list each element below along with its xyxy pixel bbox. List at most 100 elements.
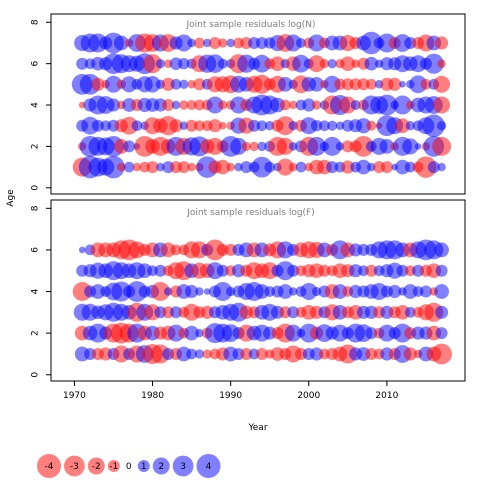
residual-bubble	[216, 264, 229, 277]
residual-bubble	[91, 119, 104, 132]
residual-bubble	[179, 121, 189, 130]
residual-bubble	[403, 347, 417, 361]
residual-bubble	[435, 36, 449, 50]
residual-bubble	[319, 120, 330, 132]
residual-bubble	[308, 55, 326, 73]
legend-label: 3	[180, 462, 186, 472]
residual-bubble	[167, 324, 185, 342]
residual-bubble	[311, 100, 322, 110]
residual-bubble	[184, 325, 199, 341]
residual-bubble	[402, 284, 418, 299]
residual-bubble	[206, 96, 224, 114]
residual-bubble	[295, 161, 307, 173]
legend-label: 2	[158, 462, 164, 472]
residual-bubble	[307, 136, 327, 156]
residual-bubble	[150, 282, 170, 301]
residual-bubble	[318, 264, 331, 277]
residual-bubble	[420, 78, 432, 90]
residual-bubble	[340, 56, 356, 72]
legend-bubble	[87, 457, 105, 475]
x-tick-label: 1990	[219, 391, 242, 401]
residual-bubble	[202, 38, 212, 48]
residual-bubble	[78, 246, 86, 254]
residual-bubble	[178, 58, 190, 70]
residual-bubble	[249, 141, 259, 152]
residual-bubble	[335, 121, 345, 130]
residual-bubble	[195, 287, 204, 296]
residual-bubble	[160, 242, 176, 258]
residual-bubble	[132, 162, 142, 172]
residual-bubble	[186, 348, 197, 360]
residual-bubble	[433, 75, 451, 93]
residual-bubble	[257, 141, 267, 152]
residual-bubble	[365, 264, 378, 277]
residual-bubble	[170, 306, 182, 319]
legend-bubble	[152, 457, 170, 475]
residual-bubble	[355, 118, 372, 134]
residual-bubble	[179, 100, 189, 110]
size-legend: -4 -3 -2 -1 0 1 2 3 4	[37, 454, 221, 478]
residual-bubble	[309, 76, 324, 92]
y-tick-label: 6	[31, 61, 41, 67]
residual-bubble	[106, 98, 121, 112]
residual-bubble	[335, 142, 345, 151]
residual-bubble	[254, 284, 270, 299]
residual-bubble	[161, 77, 175, 91]
residual-bubble	[240, 161, 253, 174]
residual-bubble	[396, 264, 409, 277]
residual-bubble	[241, 141, 251, 152]
residual-bubble	[365, 348, 378, 360]
residual-bubble	[350, 99, 361, 111]
residual-bubble	[437, 162, 446, 172]
residual-bubble	[409, 75, 427, 94]
x-tick-label: 2000	[297, 391, 320, 401]
y-tick-label: 4	[31, 102, 41, 108]
residual-bubble	[388, 77, 402, 91]
residual-bubble	[170, 244, 182, 256]
residual-bubble	[226, 162, 235, 172]
residual-bubble	[240, 348, 253, 360]
residual-bubble	[326, 161, 339, 174]
residual-bubble	[427, 161, 440, 174]
y-tick-label: 6	[31, 247, 41, 253]
residual-bubble	[434, 284, 449, 299]
residual-bubble	[376, 94, 398, 116]
legend-label: -2	[92, 462, 101, 472]
residual-bubble	[432, 136, 452, 156]
residual-bubble	[365, 327, 378, 340]
residual-bubble	[113, 35, 129, 51]
residual-bubble	[171, 100, 181, 110]
residual-bubble	[276, 158, 294, 176]
residual-bubble	[105, 75, 122, 93]
legend-bubble	[172, 455, 194, 477]
residual-bubble	[349, 264, 363, 278]
residual-bubble	[284, 324, 302, 342]
residual-bubble	[435, 305, 449, 319]
residual-bubble	[177, 161, 190, 174]
residual-bubble	[185, 119, 198, 132]
residual-bubble	[195, 328, 204, 338]
residual-bubble	[155, 59, 166, 69]
residual-bubble	[209, 37, 221, 49]
y-tick-label: 0	[31, 372, 41, 378]
residual-bubble	[288, 142, 298, 151]
legend-label: 1	[141, 462, 147, 472]
residual-bubble	[218, 38, 228, 48]
residual-bubble	[123, 140, 136, 153]
residual-bubble	[284, 34, 302, 52]
residual-bubble	[270, 56, 285, 72]
y-axis-label: Age	[6, 189, 16, 207]
residual-bubble	[322, 136, 342, 156]
residual-bubble	[226, 38, 235, 48]
residual-bubble	[234, 162, 243, 172]
residual-bubble	[360, 31, 383, 55]
legend-bubble	[64, 455, 85, 477]
residual-bubble	[388, 284, 402, 299]
residual-bubble	[117, 162, 126, 172]
residual-bubble	[395, 118, 410, 134]
y-tick-label: 2	[31, 330, 41, 336]
residual-bubble	[193, 78, 206, 91]
residual-bubble	[393, 95, 412, 115]
residual-bubble	[300, 283, 318, 300]
residual-bubble	[169, 119, 183, 133]
